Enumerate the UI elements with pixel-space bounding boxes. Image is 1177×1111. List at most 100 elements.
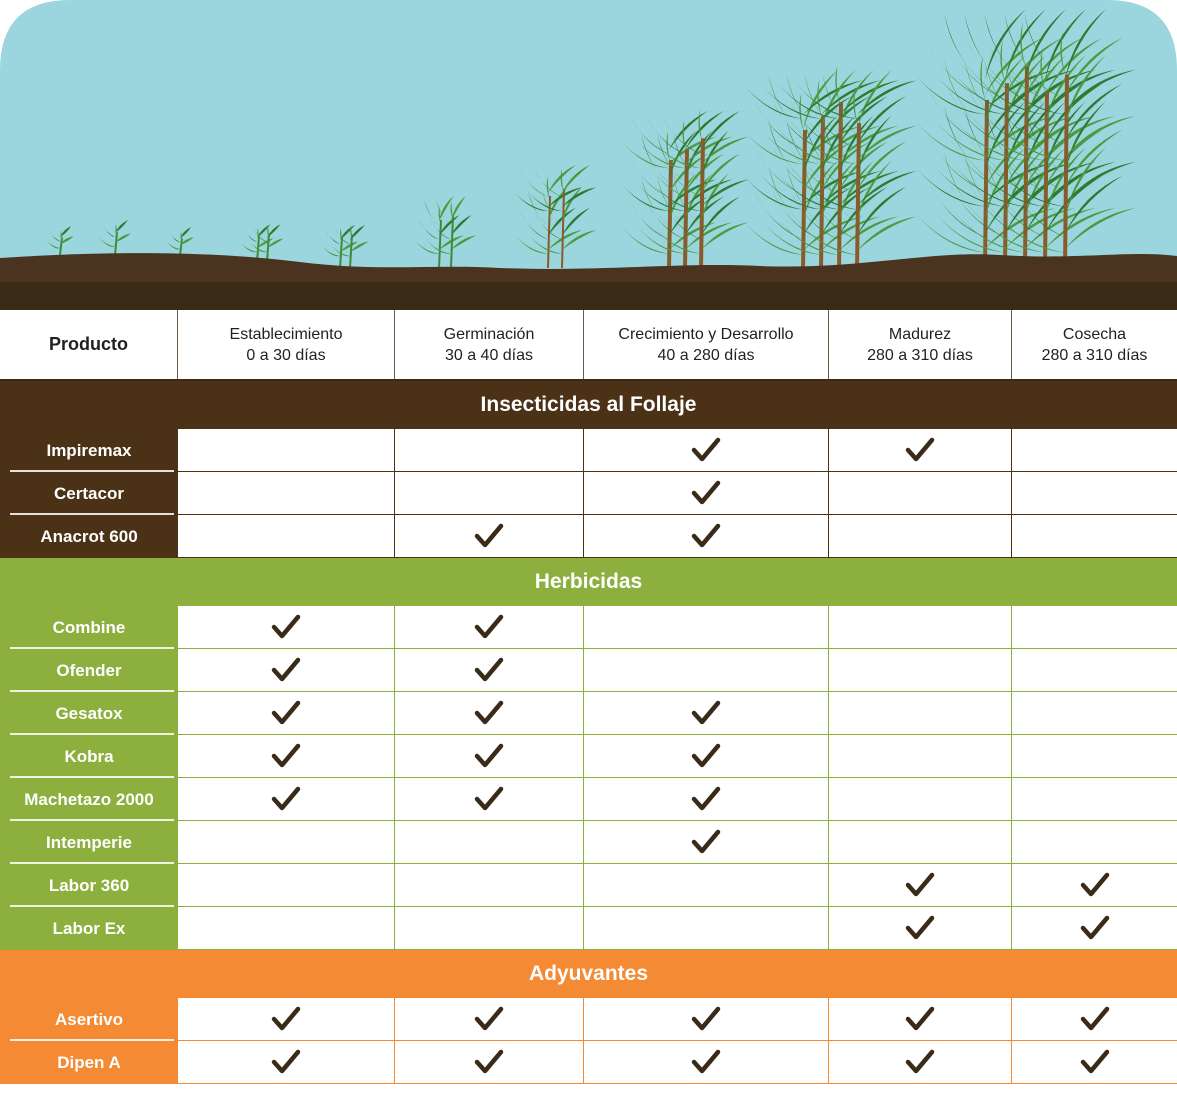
leaf-shape: [267, 224, 281, 238]
plant-stalk: [855, 122, 861, 271]
check-mark-icon: [271, 614, 301, 640]
check-mark-icon: [474, 1006, 504, 1032]
leaf-shape: [115, 219, 129, 233]
stage-cell: [584, 1041, 829, 1084]
check-mark-icon: [691, 700, 721, 726]
stage-days: 280 a 310 días: [1041, 346, 1148, 364]
section-title: Insecticidas al Follaje: [0, 381, 1177, 429]
leaf-shape: [60, 236, 74, 245]
leaf-shape: [1060, 30, 1067, 79]
plant-stalk: [561, 188, 565, 269]
stage-days: 0 a 30 días: [246, 346, 326, 364]
section-0: Insecticidas al Follaje Impiremax Certacor…: [0, 381, 1177, 558]
check-mark-icon: [905, 915, 935, 941]
check-mark-icon: [271, 743, 301, 769]
stage-cell: [395, 515, 584, 558]
stage-cell: [584, 907, 829, 950]
table-row: Machetazo 2000: [0, 778, 1177, 821]
check-mark-icon: [905, 1006, 935, 1032]
leaf-shape: [682, 120, 687, 154]
stage-cell: [829, 606, 1012, 649]
stage-cell: [178, 472, 395, 515]
check-mark-icon: [691, 1006, 721, 1032]
product-name: Gesatox: [0, 692, 178, 735]
stage-cell: [178, 606, 395, 649]
stage-cell: [395, 998, 584, 1041]
stage-cell: [1012, 864, 1177, 907]
stage-cell: [829, 1041, 1012, 1084]
stage-name: Germinación: [443, 325, 535, 343]
stage-cell: [1012, 429, 1177, 472]
product-name: Labor Ex: [0, 907, 178, 950]
product-name: Impiremax: [0, 429, 178, 472]
product-name: Combine: [0, 606, 178, 649]
leaf-shape: [560, 168, 564, 193]
leaf-shape: [438, 206, 441, 224]
stage-cell: [829, 692, 1012, 735]
stage-cell: [1012, 472, 1177, 515]
stage-cell: [829, 998, 1012, 1041]
check-mark-icon: [1080, 1006, 1110, 1032]
table-row: Labor 360: [0, 864, 1177, 907]
plant-stalk: [266, 233, 270, 263]
check-mark-icon: [271, 1049, 301, 1075]
stage-header-establecimiento: Establecimiento 0 a 30 días: [178, 310, 395, 379]
table-body: Insecticidas al Follaje Impiremax Certacor…: [0, 381, 1177, 1084]
table-row: Combine: [0, 606, 1177, 649]
check-mark-icon: [474, 657, 504, 683]
stage-cell: [584, 778, 829, 821]
table-header: Producto Establecimiento 0 a 30 días Ger…: [0, 308, 1177, 381]
plant-stalk: [1043, 91, 1049, 269]
check-mark-icon: [691, 437, 721, 463]
table-row: Ofender: [0, 649, 1177, 692]
stage-cell: [1012, 907, 1177, 950]
stage-cell: [178, 821, 395, 864]
stage-name: Cosecha: [1062, 325, 1127, 343]
leaf-shape: [350, 225, 352, 239]
plant-stalk: [837, 101, 843, 271]
table-row: Labor Ex: [0, 907, 1177, 950]
leaf-shape: [257, 224, 271, 238]
stage-cell: [584, 606, 829, 649]
stage-cell: [178, 778, 395, 821]
stage-cell: [584, 692, 829, 735]
table-row: Dipen A: [0, 1041, 1177, 1084]
stage-cell: [829, 429, 1012, 472]
check-mark-icon: [474, 786, 504, 812]
stage-cell: [584, 429, 829, 472]
stage-cell: [829, 778, 1012, 821]
product-column-header: Producto: [0, 310, 178, 379]
product-name: Intemperie: [0, 821, 178, 864]
stage-cell: [395, 692, 584, 735]
stage-cell: [178, 907, 395, 950]
product-name: Ofender: [0, 649, 178, 692]
product-header-label: Producto: [49, 334, 128, 354]
check-mark-icon: [1080, 872, 1110, 898]
stage-cell: [1012, 649, 1177, 692]
leaf-shape: [340, 241, 359, 252]
stage-cell: [178, 429, 395, 472]
check-mark-icon: [691, 1049, 721, 1075]
stage-name: Madurez: [888, 325, 952, 343]
stage-cell: [1012, 692, 1177, 735]
plant-stalk: [1003, 83, 1009, 269]
leaf-shape: [267, 238, 284, 248]
plant-stalk: [699, 138, 705, 269]
stage-cell: [395, 821, 584, 864]
leaf-shape: [60, 225, 72, 238]
check-mark-icon: [691, 829, 721, 855]
table-row: Anacrot 600: [0, 515, 1177, 558]
product-name: Machetazo 2000: [0, 778, 178, 821]
plant-stalk: [114, 231, 118, 257]
leaf-shape: [115, 233, 132, 243]
leaf-shape: [1040, 47, 1047, 96]
check-mark-icon: [691, 743, 721, 769]
leaf-shape: [340, 224, 356, 240]
leaf-shape: [115, 224, 118, 236]
product-name: Asertivo: [0, 998, 178, 1041]
check-mark-icon: [271, 786, 301, 812]
section-2: Adyuvantes Asertivo Dipen A: [0, 950, 1177, 1084]
check-mark-icon: [474, 743, 504, 769]
check-mark-icon: [691, 523, 721, 549]
stage-cell: [829, 864, 1012, 907]
